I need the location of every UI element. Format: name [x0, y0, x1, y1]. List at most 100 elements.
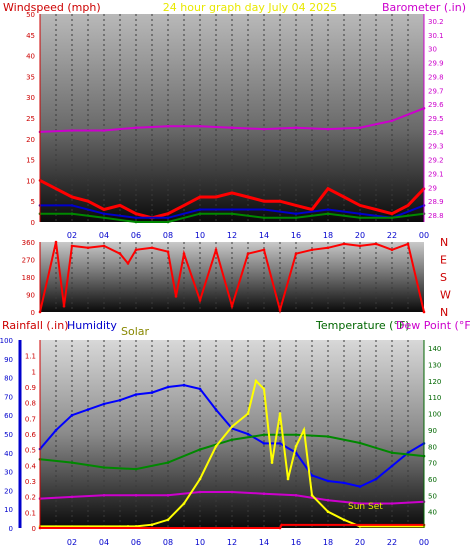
baro-y-tick: 29	[428, 184, 437, 192]
wind-y-tick: 35	[26, 73, 35, 81]
dewpoint-axis-title: Dew Point (°F)	[396, 319, 470, 332]
wind-y-tick: 20	[26, 136, 35, 144]
series-direction-point	[62, 304, 66, 308]
series-direction-point	[358, 244, 362, 248]
temp-y-tick: 60	[428, 476, 437, 484]
series-direction-point	[342, 242, 346, 246]
windspeed-axis-title: Windspeed (mph)	[3, 1, 101, 14]
x-tick-label: 06	[131, 538, 141, 547]
series-direction-point	[150, 246, 154, 250]
humidity-y-tick: 90	[4, 356, 13, 364]
series-humidity-point	[54, 428, 58, 432]
series-rainfall-point	[278, 526, 282, 530]
series-wind-low-point	[326, 212, 330, 215]
series-wind-gust-point	[214, 195, 218, 199]
rain-y-tick: 0.9	[25, 384, 36, 392]
series-wind-gust-point	[294, 204, 298, 207]
series-barometer-point	[102, 129, 106, 132]
series-solar-point	[294, 445, 298, 448]
x-tick-label: 08	[163, 538, 173, 547]
series-wind-average-point	[166, 216, 170, 220]
series-solar-point	[230, 425, 234, 428]
temp-y-tick: 50	[428, 492, 437, 500]
series-solar-point	[270, 461, 274, 464]
wind-y-tick: 0	[31, 219, 35, 227]
baro-y-tick: 29.2	[428, 157, 444, 165]
x-tick-label: 06	[131, 231, 141, 240]
series-humidity-point	[182, 383, 186, 387]
series-direction-point	[230, 304, 234, 308]
series-barometer-point	[230, 126, 234, 129]
series-dew-point-point	[198, 490, 202, 494]
humidity-y-tick: 70	[4, 393, 13, 401]
wind-y-tick: 50	[26, 11, 35, 19]
series-humidity-point	[374, 477, 378, 481]
series-temperature-point	[358, 441, 362, 445]
series-solar-point	[150, 523, 154, 526]
temp-y-tick: 70	[428, 460, 437, 468]
series-wind-gust-point	[358, 204, 362, 207]
series-wind-low-point	[70, 212, 74, 215]
series-dew-point-point	[230, 490, 234, 494]
series-wind-gust-point	[262, 199, 266, 203]
x-tick-label: 02	[67, 538, 77, 547]
series-direction-point	[390, 248, 394, 252]
humidity-y-tick: 30	[4, 469, 13, 477]
baro-y-tick: 29.3	[428, 143, 444, 151]
series-temperature-point	[230, 438, 234, 442]
series-solar-point	[342, 518, 346, 522]
series-wind-average-point	[70, 204, 74, 207]
direction-y-tick: 90	[26, 292, 35, 300]
temp-y-tick: 80	[428, 443, 437, 451]
series-solar-point	[198, 477, 202, 481]
series-solar-point	[286, 477, 290, 481]
series-wind-gust-point	[310, 208, 314, 211]
series-wind-average-point	[198, 208, 202, 211]
series-solar-point	[262, 387, 266, 391]
x-tick-label: 00	[419, 231, 429, 240]
series-humidity-point	[86, 408, 90, 411]
x-tick-label: 20	[355, 538, 365, 547]
series-direction-point	[102, 244, 106, 248]
barometer-axis-title: Barometer (.in)	[382, 1, 466, 14]
rain-y-tick: 0.3	[25, 478, 36, 486]
series-wind-average-point	[358, 212, 362, 215]
series-barometer-point	[358, 126, 362, 129]
x-tick-label: 00	[419, 538, 429, 547]
series-solar-point	[246, 412, 250, 415]
temperature-axis-title: Temperature (°F)	[315, 319, 410, 332]
humidity-y-tick: 0	[9, 525, 13, 533]
series-humidity-point	[150, 391, 154, 394]
series-barometer-point	[326, 127, 330, 131]
series-barometer-point	[294, 126, 298, 129]
series-wind-gust-point	[390, 212, 394, 215]
wind-y-tick: 45	[26, 32, 35, 40]
series-direction-point	[374, 242, 378, 246]
series-direction-point	[182, 252, 186, 255]
series-direction-point	[166, 250, 170, 253]
series-solar-point	[310, 494, 314, 497]
rain-y-tick: 0.6	[25, 431, 37, 439]
series-direction-point	[126, 262, 130, 265]
series-humidity-point	[198, 387, 202, 391]
wind-plot-area	[40, 14, 424, 222]
series-barometer-point	[70, 129, 74, 132]
rain-y-tick: 1	[32, 368, 36, 376]
series-barometer-point	[198, 125, 202, 128]
humidity-y-tick: 100	[0, 337, 13, 345]
series-rainfall-point	[280, 523, 283, 527]
rain-y-tick: 1.1	[25, 353, 36, 361]
series-temperature-point	[70, 461, 74, 464]
baro-y-tick: 30.2	[428, 18, 444, 26]
compass-label: N	[440, 306, 448, 319]
series-dew-point-point	[134, 494, 138, 497]
x-tick-label: 22	[387, 538, 397, 547]
direction-y-tick: 0	[31, 309, 35, 317]
series-wind-gust-point	[246, 195, 250, 199]
rain-y-tick: 0.1	[25, 509, 36, 517]
series-solar-point	[326, 510, 330, 513]
series-dew-point-point	[358, 502, 362, 505]
compass-label: N	[440, 236, 448, 249]
series-wind-gust-point	[182, 204, 186, 207]
series-humidity-point	[70, 413, 74, 417]
